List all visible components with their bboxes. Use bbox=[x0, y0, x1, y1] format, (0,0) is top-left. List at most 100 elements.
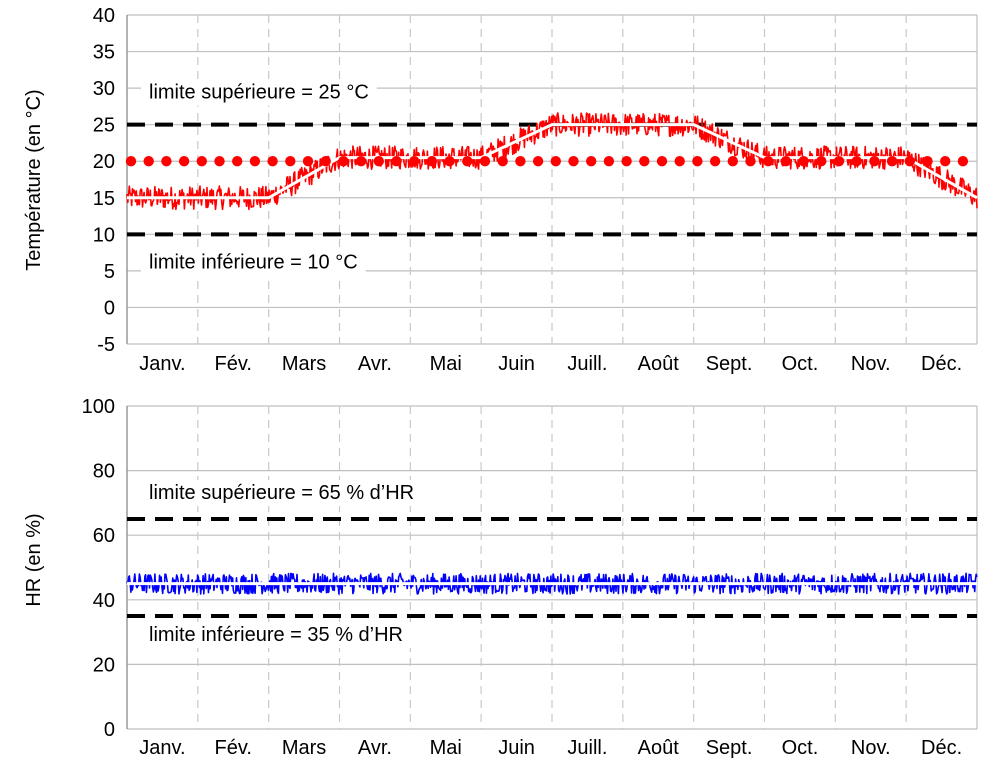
y-tick-label-0-4: 15 bbox=[93, 188, 115, 210]
dotted-point-0-1-7 bbox=[249, 156, 261, 167]
dotted-point-0-1-44 bbox=[904, 156, 915, 167]
dotted-point-0-1-11 bbox=[320, 156, 331, 167]
x-tick-label-0-3: Avr. bbox=[358, 353, 392, 375]
dotted-point-0-1-46 bbox=[940, 156, 951, 167]
y-tick-label-0-9: 40 bbox=[93, 5, 115, 27]
dotted-point-0-1-9 bbox=[285, 156, 296, 167]
dotted-point-0-1-38 bbox=[798, 156, 809, 167]
x-tick-label-1-8: Sept. bbox=[706, 737, 753, 759]
y-axis-title-1: HR (en %) bbox=[23, 513, 45, 606]
y-tick-label-0-8: 35 bbox=[93, 42, 115, 64]
y-tick-label-0-1: 0 bbox=[104, 297, 115, 319]
y-tick-label-0-6: 25 bbox=[93, 115, 115, 137]
limit-label-bg-0-0 bbox=[141, 79, 377, 106]
dotted-point-0-1-21 bbox=[497, 156, 508, 167]
dotted-point-0-1-27 bbox=[603, 156, 615, 167]
x-tick-label-1-7: Août bbox=[638, 737, 680, 759]
x-tick-label-0-0: Janv. bbox=[139, 353, 185, 375]
x-tick-label-1-3: Avr. bbox=[358, 737, 392, 759]
dotted-point-0-1-20 bbox=[479, 156, 491, 167]
x-tick-label-1-1: Fév. bbox=[215, 737, 252, 759]
dotted-point-0-1-25 bbox=[568, 156, 579, 167]
dotted-point-0-1-13 bbox=[355, 156, 367, 167]
dotted-point-0-1-3 bbox=[178, 156, 190, 167]
dotted-point-0-1-40 bbox=[833, 156, 845, 167]
limit-label-0-0: limite supérieure = 25 °C bbox=[149, 82, 369, 104]
dotted-point-0-1-1 bbox=[143, 156, 154, 167]
x-tick-label-0-4: Mai bbox=[430, 353, 462, 375]
dotted-point-0-1-2 bbox=[161, 156, 172, 167]
y-tick-label-1-2: 40 bbox=[93, 590, 115, 612]
dotted-point-0-1-19 bbox=[462, 156, 473, 167]
dotted-point-0-1-26 bbox=[586, 156, 597, 167]
dotted-point-0-1-34 bbox=[727, 156, 738, 167]
dotted-point-0-1-23 bbox=[532, 156, 544, 167]
dotted-point-0-1-10 bbox=[302, 156, 314, 167]
dotted-point-0-1-24 bbox=[550, 156, 561, 167]
x-tick-label-0-5: Juin bbox=[498, 353, 535, 375]
dotted-point-0-1-45 bbox=[922, 156, 933, 167]
dotted-point-0-1-8 bbox=[267, 156, 278, 167]
dotted-point-0-1-18 bbox=[444, 156, 455, 167]
dotted-point-0-1-33 bbox=[709, 156, 721, 167]
x-tick-label-0-7: Août bbox=[638, 353, 680, 375]
limit-label-1-0: limite supérieure = 65 % d’HR bbox=[149, 482, 414, 504]
x-tick-label-0-8: Sept. bbox=[706, 353, 753, 375]
x-tick-label-1-11: Déc. bbox=[921, 737, 962, 759]
y-tick-label-0-3: 10 bbox=[93, 224, 115, 246]
dotted-point-0-1-0 bbox=[125, 156, 137, 167]
limit-label-bg-1-0 bbox=[141, 480, 423, 507]
dotted-point-0-1-30 bbox=[656, 156, 668, 167]
dotted-point-0-1-29 bbox=[639, 156, 650, 167]
dotted-point-0-1-6 bbox=[232, 156, 243, 167]
dotted-point-0-1-41 bbox=[851, 156, 862, 167]
x-tick-label-1-9: Oct. bbox=[782, 737, 819, 759]
dotted-point-0-1-17 bbox=[426, 156, 438, 167]
dotted-point-0-1-16 bbox=[409, 156, 420, 167]
x-tick-label-1-0: Janv. bbox=[139, 737, 185, 759]
x-tick-label-1-10: Nov. bbox=[851, 737, 891, 759]
limit-label-bg-0-1 bbox=[141, 249, 366, 276]
y-tick-label-1-1: 20 bbox=[93, 654, 115, 676]
y-tick-label-0-0: -5 bbox=[97, 334, 115, 356]
y-tick-label-0-5: 20 bbox=[93, 151, 115, 173]
dotted-point-0-1-42 bbox=[869, 156, 880, 167]
dotted-point-0-1-47 bbox=[957, 156, 969, 167]
dotted-point-0-1-4 bbox=[196, 156, 207, 167]
dotted-point-0-1-39 bbox=[816, 156, 827, 167]
x-tick-label-0-10: Nov. bbox=[851, 353, 891, 375]
dotted-point-0-1-32 bbox=[692, 156, 703, 167]
dotted-point-0-1-15 bbox=[391, 156, 402, 167]
dotted-point-0-1-5 bbox=[214, 156, 225, 167]
dotted-point-0-1-12 bbox=[338, 156, 349, 167]
dotted-point-0-1-22 bbox=[515, 156, 526, 167]
x-tick-label-1-2: Mars bbox=[282, 737, 326, 759]
dotted-point-0-1-31 bbox=[674, 156, 685, 167]
x-tick-label-0-1: Fév. bbox=[215, 353, 252, 375]
x-tick-label-0-2: Mars bbox=[282, 353, 326, 375]
dotted-point-0-1-37 bbox=[780, 156, 792, 167]
x-tick-label-0-9: Oct. bbox=[782, 353, 819, 375]
y-tick-label-1-4: 80 bbox=[93, 461, 115, 483]
dotted-point-0-1-43 bbox=[886, 156, 898, 167]
dotted-point-0-1-14 bbox=[373, 156, 384, 167]
x-tick-label-1-4: Mai bbox=[430, 737, 462, 759]
y-tick-label-0-7: 30 bbox=[93, 78, 115, 100]
y-tick-label-0-2: 5 bbox=[104, 261, 115, 283]
y-tick-label-1-0: 0 bbox=[104, 719, 115, 741]
x-tick-label-0-11: Déc. bbox=[921, 353, 962, 375]
y-axis-title-0: Température (en °C) bbox=[23, 89, 45, 270]
dotted-point-0-1-28 bbox=[621, 156, 632, 167]
x-tick-label-1-6: Juill. bbox=[567, 737, 607, 759]
x-tick-label-0-6: Juill. bbox=[567, 353, 607, 375]
limit-label-0-1: limite inférieure = 10 °C bbox=[149, 251, 358, 273]
limit-label-bg-1-1 bbox=[141, 621, 411, 648]
dotted-point-0-1-36 bbox=[763, 156, 774, 167]
dotted-point-0-1-35 bbox=[745, 156, 756, 167]
limit-label-1-1: limite inférieure = 35 % d’HR bbox=[149, 624, 403, 646]
x-tick-label-1-5: Juin bbox=[498, 737, 535, 759]
y-tick-label-1-5: 100 bbox=[82, 396, 115, 418]
y-tick-label-1-3: 60 bbox=[93, 525, 115, 547]
